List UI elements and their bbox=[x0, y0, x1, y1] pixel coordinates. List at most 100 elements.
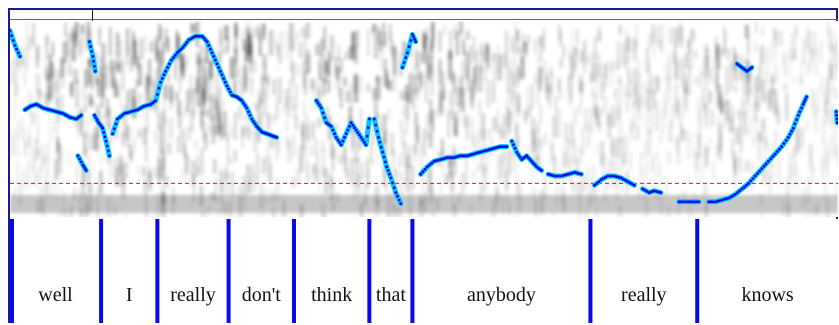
pitch-point bbox=[57, 110, 60, 114]
pitch-point bbox=[718, 199, 722, 203]
pitch-point bbox=[245, 106, 249, 110]
pitch-point bbox=[432, 159, 436, 163]
pitch-point bbox=[95, 118, 99, 122]
pitch-point bbox=[487, 148, 491, 152]
pitch-contour-segment bbox=[833, 109, 838, 126]
pitch-point bbox=[571, 171, 574, 175]
interval-label[interactable]: I bbox=[126, 284, 133, 306]
pitch-point bbox=[48, 108, 52, 112]
pitch-point bbox=[70, 116, 74, 120]
pitch-point bbox=[679, 200, 683, 204]
pitch-point bbox=[118, 115, 122, 119]
pitch-point bbox=[747, 182, 750, 185]
pitch-point bbox=[125, 111, 128, 115]
pitch-point bbox=[434, 159, 438, 163]
pitch-point bbox=[88, 40, 91, 44]
interval-label[interactable]: think bbox=[311, 284, 352, 306]
pitch-point bbox=[114, 122, 118, 126]
pitch-point bbox=[733, 193, 737, 196]
pitch-point bbox=[731, 194, 735, 198]
pitch-point bbox=[546, 172, 550, 176]
pitch-point bbox=[784, 139, 788, 142]
waveform-strip[interactable] bbox=[10, 10, 838, 20]
pitch-point bbox=[549, 173, 552, 177]
interval-label[interactable]: really bbox=[621, 284, 667, 306]
pitch-point bbox=[366, 126, 370, 129]
interval-label[interactable]: well bbox=[38, 284, 73, 306]
pitch-point bbox=[93, 69, 97, 73]
pitch-point bbox=[608, 174, 612, 178]
pitch-point bbox=[196, 34, 200, 38]
pitch-point bbox=[533, 163, 537, 167]
pitch-point bbox=[173, 53, 177, 57]
interval-label[interactable]: knows bbox=[741, 284, 793, 306]
pitch-point bbox=[79, 160, 83, 164]
pitch-point bbox=[557, 174, 561, 178]
pitch-point bbox=[690, 200, 694, 204]
pitch-point bbox=[835, 113, 838, 117]
pitch-point bbox=[363, 140, 366, 144]
pitch-point bbox=[353, 126, 356, 129]
pitch-point bbox=[575, 171, 579, 175]
pitch-point bbox=[122, 112, 126, 115]
pitch-point bbox=[204, 38, 207, 42]
pitch-point bbox=[334, 136, 338, 139]
pitch-point bbox=[540, 169, 543, 172]
pitch-point bbox=[501, 145, 504, 148]
pitch-point bbox=[788, 132, 792, 136]
spectrogram-panel[interactable] bbox=[10, 21, 838, 217]
pitch-point bbox=[423, 167, 427, 171]
pitch-point bbox=[154, 99, 158, 102]
pitch-point bbox=[127, 110, 131, 114]
pitch-point bbox=[142, 104, 146, 108]
pitch-point bbox=[626, 180, 630, 184]
pitch-point bbox=[802, 100, 806, 104]
pitch-point bbox=[577, 172, 581, 176]
pitch-point bbox=[795, 118, 798, 121]
pitch-point bbox=[157, 86, 161, 90]
pitch-point bbox=[579, 172, 583, 176]
pitch-point bbox=[348, 125, 351, 128]
pitch-point bbox=[684, 200, 687, 204]
pitch-point bbox=[805, 95, 808, 99]
pitch-point bbox=[66, 114, 69, 118]
pitch-point bbox=[568, 172, 572, 176]
pitch-point bbox=[412, 35, 415, 39]
pitch-point bbox=[84, 169, 88, 172]
interval-label[interactable]: that bbox=[376, 284, 406, 306]
pitch-point bbox=[641, 187, 644, 191]
pitch-point bbox=[18, 55, 22, 58]
pitch-point bbox=[645, 190, 649, 193]
pitch-point bbox=[346, 128, 350, 132]
pitch-point bbox=[835, 117, 838, 121]
pitch-point bbox=[555, 174, 559, 178]
pitch-point bbox=[389, 176, 393, 180]
pitch-contour bbox=[10, 28, 838, 207]
pitch-point bbox=[339, 143, 343, 147]
pitch-point bbox=[610, 174, 614, 178]
pitch-point bbox=[566, 172, 570, 176]
interval-label[interactable]: anybody bbox=[467, 284, 536, 306]
pitch-point bbox=[247, 110, 250, 113]
interval-label[interactable]: really bbox=[170, 284, 216, 306]
interval-label[interactable]: don't bbox=[242, 284, 282, 306]
pitch-point bbox=[834, 110, 838, 113]
pitch-point bbox=[156, 93, 159, 96]
pitch-point bbox=[530, 159, 533, 163]
pitch-point bbox=[39, 105, 43, 109]
pitch-point bbox=[801, 102, 805, 106]
pitch-point bbox=[531, 161, 535, 165]
pitch-point bbox=[257, 126, 260, 130]
pitch-point bbox=[37, 104, 41, 107]
pitch-point bbox=[722, 197, 726, 201]
pitch-point bbox=[220, 73, 224, 77]
pitch-point bbox=[253, 122, 257, 126]
pitch-point bbox=[711, 200, 715, 204]
pitch-point bbox=[361, 138, 365, 142]
pitch-point bbox=[419, 172, 423, 176]
pitch-point bbox=[379, 145, 383, 149]
pitch-point bbox=[736, 191, 739, 195]
pitch-point bbox=[510, 139, 514, 143]
pitch-point bbox=[209, 47, 212, 51]
